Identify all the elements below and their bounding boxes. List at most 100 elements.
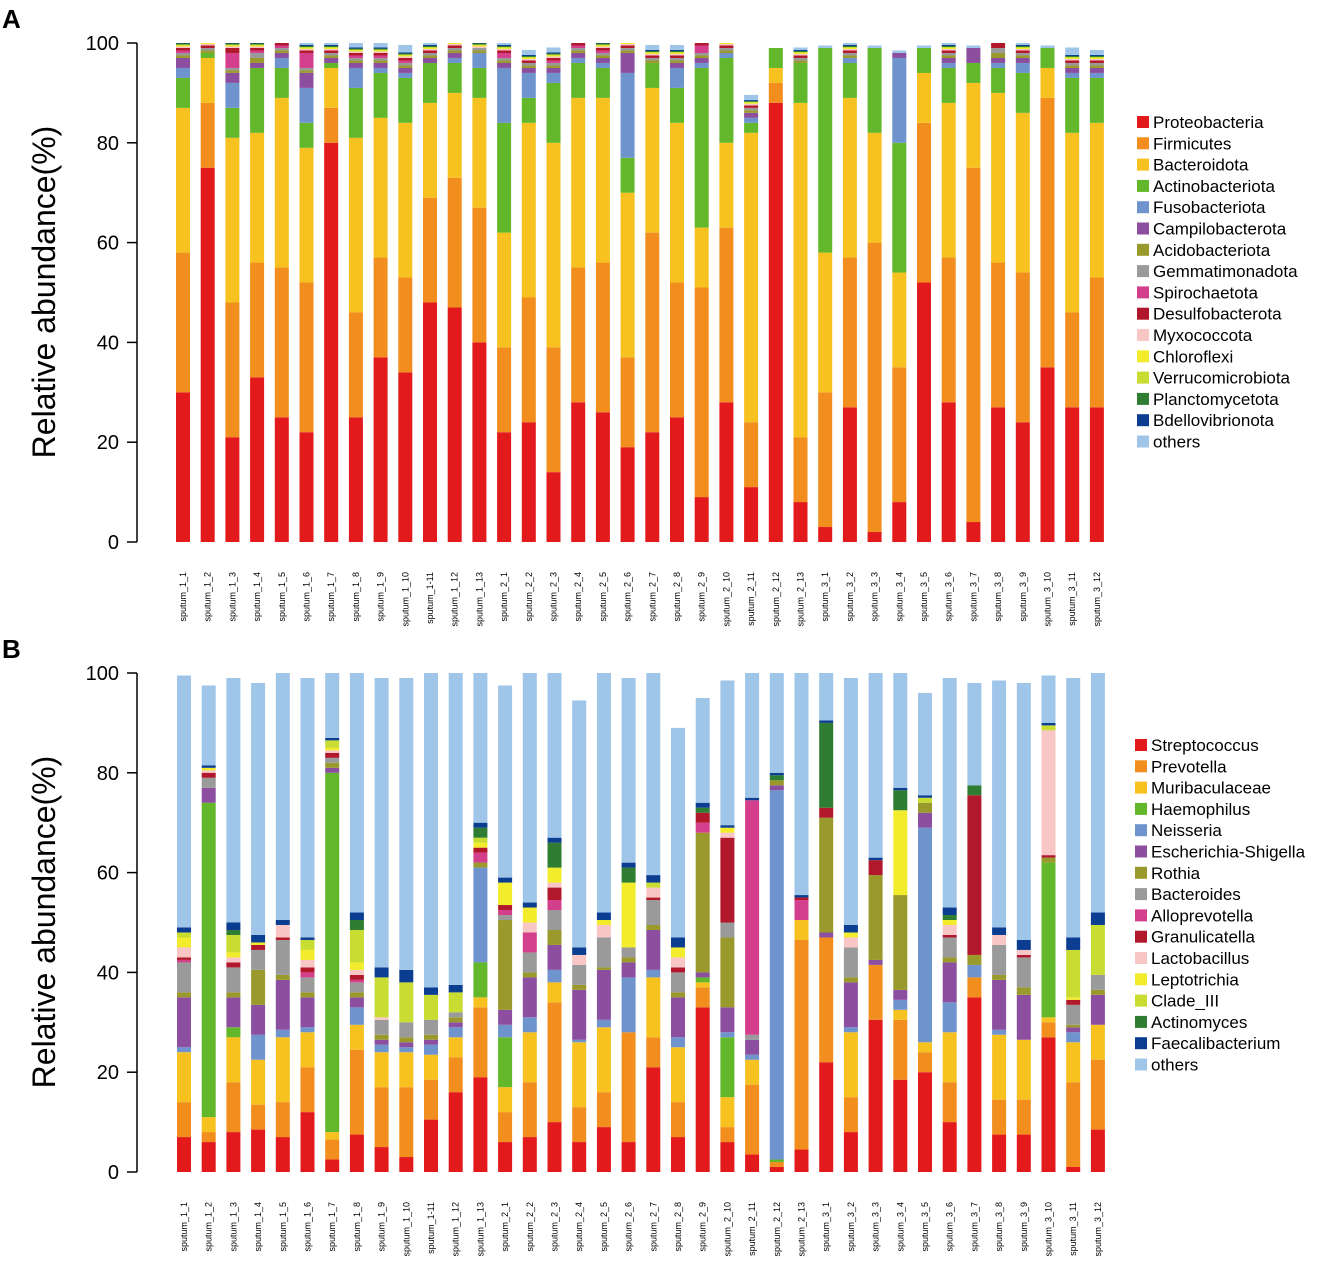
bar-segment-proteobacteria bbox=[842, 407, 857, 542]
bar-segment-bdellovibrionota bbox=[1089, 54, 1104, 56]
bar-segment-campilobacterota bbox=[1065, 67, 1080, 73]
legend-entry: Acidobacteriota bbox=[1153, 241, 1271, 260]
bar-segment-lactobacillus bbox=[349, 969, 364, 975]
bar-segment-actinomyces bbox=[349, 920, 364, 930]
x-tick-label: sputum_2_5 bbox=[598, 572, 608, 622]
bar-segment-neisseria bbox=[448, 1027, 463, 1038]
legend-entry: Leptotrichia bbox=[1151, 970, 1239, 989]
legend-swatch bbox=[1137, 222, 1149, 235]
y-axis-a: 0 20 40 60 80 100 bbox=[86, 33, 138, 554]
bar-segment-gemmatimonadota bbox=[546, 62, 561, 66]
bar-segment-rothia bbox=[251, 969, 266, 1005]
bar-segment-campilobacterota bbox=[966, 47, 981, 63]
bar-segment-granulicatella bbox=[177, 957, 191, 960]
bar-segment-campilobacterota bbox=[694, 57, 709, 63]
bar-segment-campilobacterota bbox=[299, 72, 314, 88]
bar-segment-neisseria bbox=[942, 1002, 957, 1033]
bar-segment-proteobacteria bbox=[793, 502, 808, 542]
bar-segment-neisseria bbox=[646, 969, 661, 978]
bar-segment-muribaculaceae bbox=[794, 920, 809, 940]
bar-segment-actinobacteriota bbox=[1065, 77, 1080, 133]
bar-segment-escherichia-shigella bbox=[251, 1004, 266, 1035]
bar-segment-others bbox=[892, 50, 907, 53]
bar-segment-granulicatella bbox=[349, 974, 364, 980]
bar-segment-streptococcus bbox=[374, 1147, 389, 1172]
bar-segment-neisseria bbox=[177, 1047, 191, 1053]
bar-segment-gemmatimonadota bbox=[324, 52, 339, 56]
bar-segment-myxococcota bbox=[670, 53, 684, 56]
bar-segment-others bbox=[398, 44, 413, 53]
bar-segment-escherichia-shigella bbox=[646, 929, 661, 970]
bar-segment-others bbox=[275, 673, 290, 921]
bar-segment-others bbox=[671, 727, 685, 938]
legend-swatch bbox=[1135, 1037, 1147, 1050]
bar-segment-escherichia-shigella bbox=[745, 1039, 760, 1055]
bar-segment-granulicatella bbox=[695, 812, 710, 823]
bar-segment-acidobacteriota bbox=[571, 50, 586, 53]
bar-segment-acidobacteriota bbox=[620, 50, 635, 53]
bar-segment-firmicutes bbox=[793, 437, 808, 503]
x-tick-label: sputum_2_8 bbox=[673, 1202, 683, 1252]
legend-entry: others bbox=[1151, 1056, 1198, 1075]
bar-segment-firmicutes bbox=[324, 107, 339, 143]
bar-segment-escherichia-shigella bbox=[522, 977, 537, 1018]
bar-segment-prevotella bbox=[794, 939, 809, 1150]
bar-segment-chloroflexi bbox=[620, 43, 635, 44]
bar-segment-acidobacteriota bbox=[793, 60, 808, 63]
bar-segment-myxococcota bbox=[225, 46, 240, 48]
legend-swatch bbox=[1137, 137, 1149, 150]
bar-segment-others bbox=[818, 45, 833, 48]
bar-segment-bacteroidota bbox=[670, 122, 684, 283]
bar-segment-streptococcus bbox=[992, 1134, 1007, 1172]
bar-segment-others bbox=[251, 682, 266, 935]
bar-segment-lactobacillus bbox=[843, 937, 858, 948]
bar-segment-bacteroidota bbox=[324, 67, 339, 108]
legend-swatch bbox=[1135, 1015, 1147, 1028]
bar-segment-myxococcota bbox=[941, 48, 956, 51]
bar-segment-firmicutes bbox=[521, 297, 536, 423]
bar-segment-proteobacteria bbox=[645, 432, 660, 542]
bar-segment-gemmatimonadota bbox=[521, 62, 536, 66]
x-tick-label: sputum_2_6 bbox=[624, 1202, 634, 1252]
bar-segment-streptococcus bbox=[819, 1062, 834, 1172]
bar-segment-leptotrichia bbox=[596, 920, 611, 925]
bar-segment-actinobacteriota bbox=[250, 67, 265, 133]
bar-segment-granulicatella bbox=[325, 752, 340, 758]
y-tick-label: 100 bbox=[86, 33, 119, 55]
x-tick-label: sputum_1_5 bbox=[277, 572, 287, 622]
bar-segment-neisseria bbox=[349, 1007, 364, 1025]
bar-segment-others bbox=[424, 673, 438, 988]
bar-segment-streptococcus bbox=[918, 1072, 932, 1172]
bar-segment-prevotella bbox=[325, 1139, 340, 1160]
legend-swatch bbox=[1135, 781, 1147, 794]
bar-segment-bdellovibrionota bbox=[1015, 44, 1030, 46]
y-tick-label: 60 bbox=[97, 863, 119, 885]
bar-segment-desulfobacterota bbox=[1065, 60, 1080, 63]
bar-segment-bacteroides bbox=[399, 1022, 414, 1038]
bar-segment-gemmatimonadota bbox=[373, 57, 388, 61]
bar-segment-leptotrichia bbox=[942, 920, 957, 925]
bar-segment-campilobacterota bbox=[991, 57, 1006, 63]
bar-segment-verrucomicrobiota bbox=[324, 46, 339, 48]
legend-swatch bbox=[1135, 739, 1147, 751]
bar-segment-actinomyces bbox=[893, 790, 908, 811]
bar-segment-firmicutes bbox=[447, 177, 462, 308]
bar-segment-clade-iii bbox=[374, 977, 389, 1018]
bar-segment-muribaculaceae bbox=[201, 1117, 216, 1133]
bar-segment-desulfobacterota bbox=[250, 47, 265, 51]
legend-entry: Fusobacteriota bbox=[1153, 198, 1266, 217]
x-tick-label: sputum_3_9 bbox=[1018, 572, 1028, 622]
bar-segment-muribaculaceae bbox=[448, 1037, 463, 1058]
bar-segment-others bbox=[942, 677, 957, 908]
legend-swatch bbox=[1137, 307, 1149, 320]
x-tick-label: sputum_3_4 bbox=[894, 572, 904, 622]
bar-segment-myxococcota bbox=[842, 48, 857, 51]
bar-segment-others bbox=[521, 49, 536, 55]
bar-segment-others bbox=[1016, 682, 1031, 940]
x-tick-label: sputum_1_8 bbox=[352, 1202, 362, 1252]
bar-segment-bacteroidota bbox=[694, 227, 709, 288]
bar-segment-streptococcus bbox=[1041, 1037, 1056, 1172]
bar-segment-chloroflexi bbox=[398, 55, 413, 57]
bar-segment-desulfobacterota bbox=[571, 43, 586, 46]
bar-segment-actinobacteriota bbox=[645, 62, 660, 88]
